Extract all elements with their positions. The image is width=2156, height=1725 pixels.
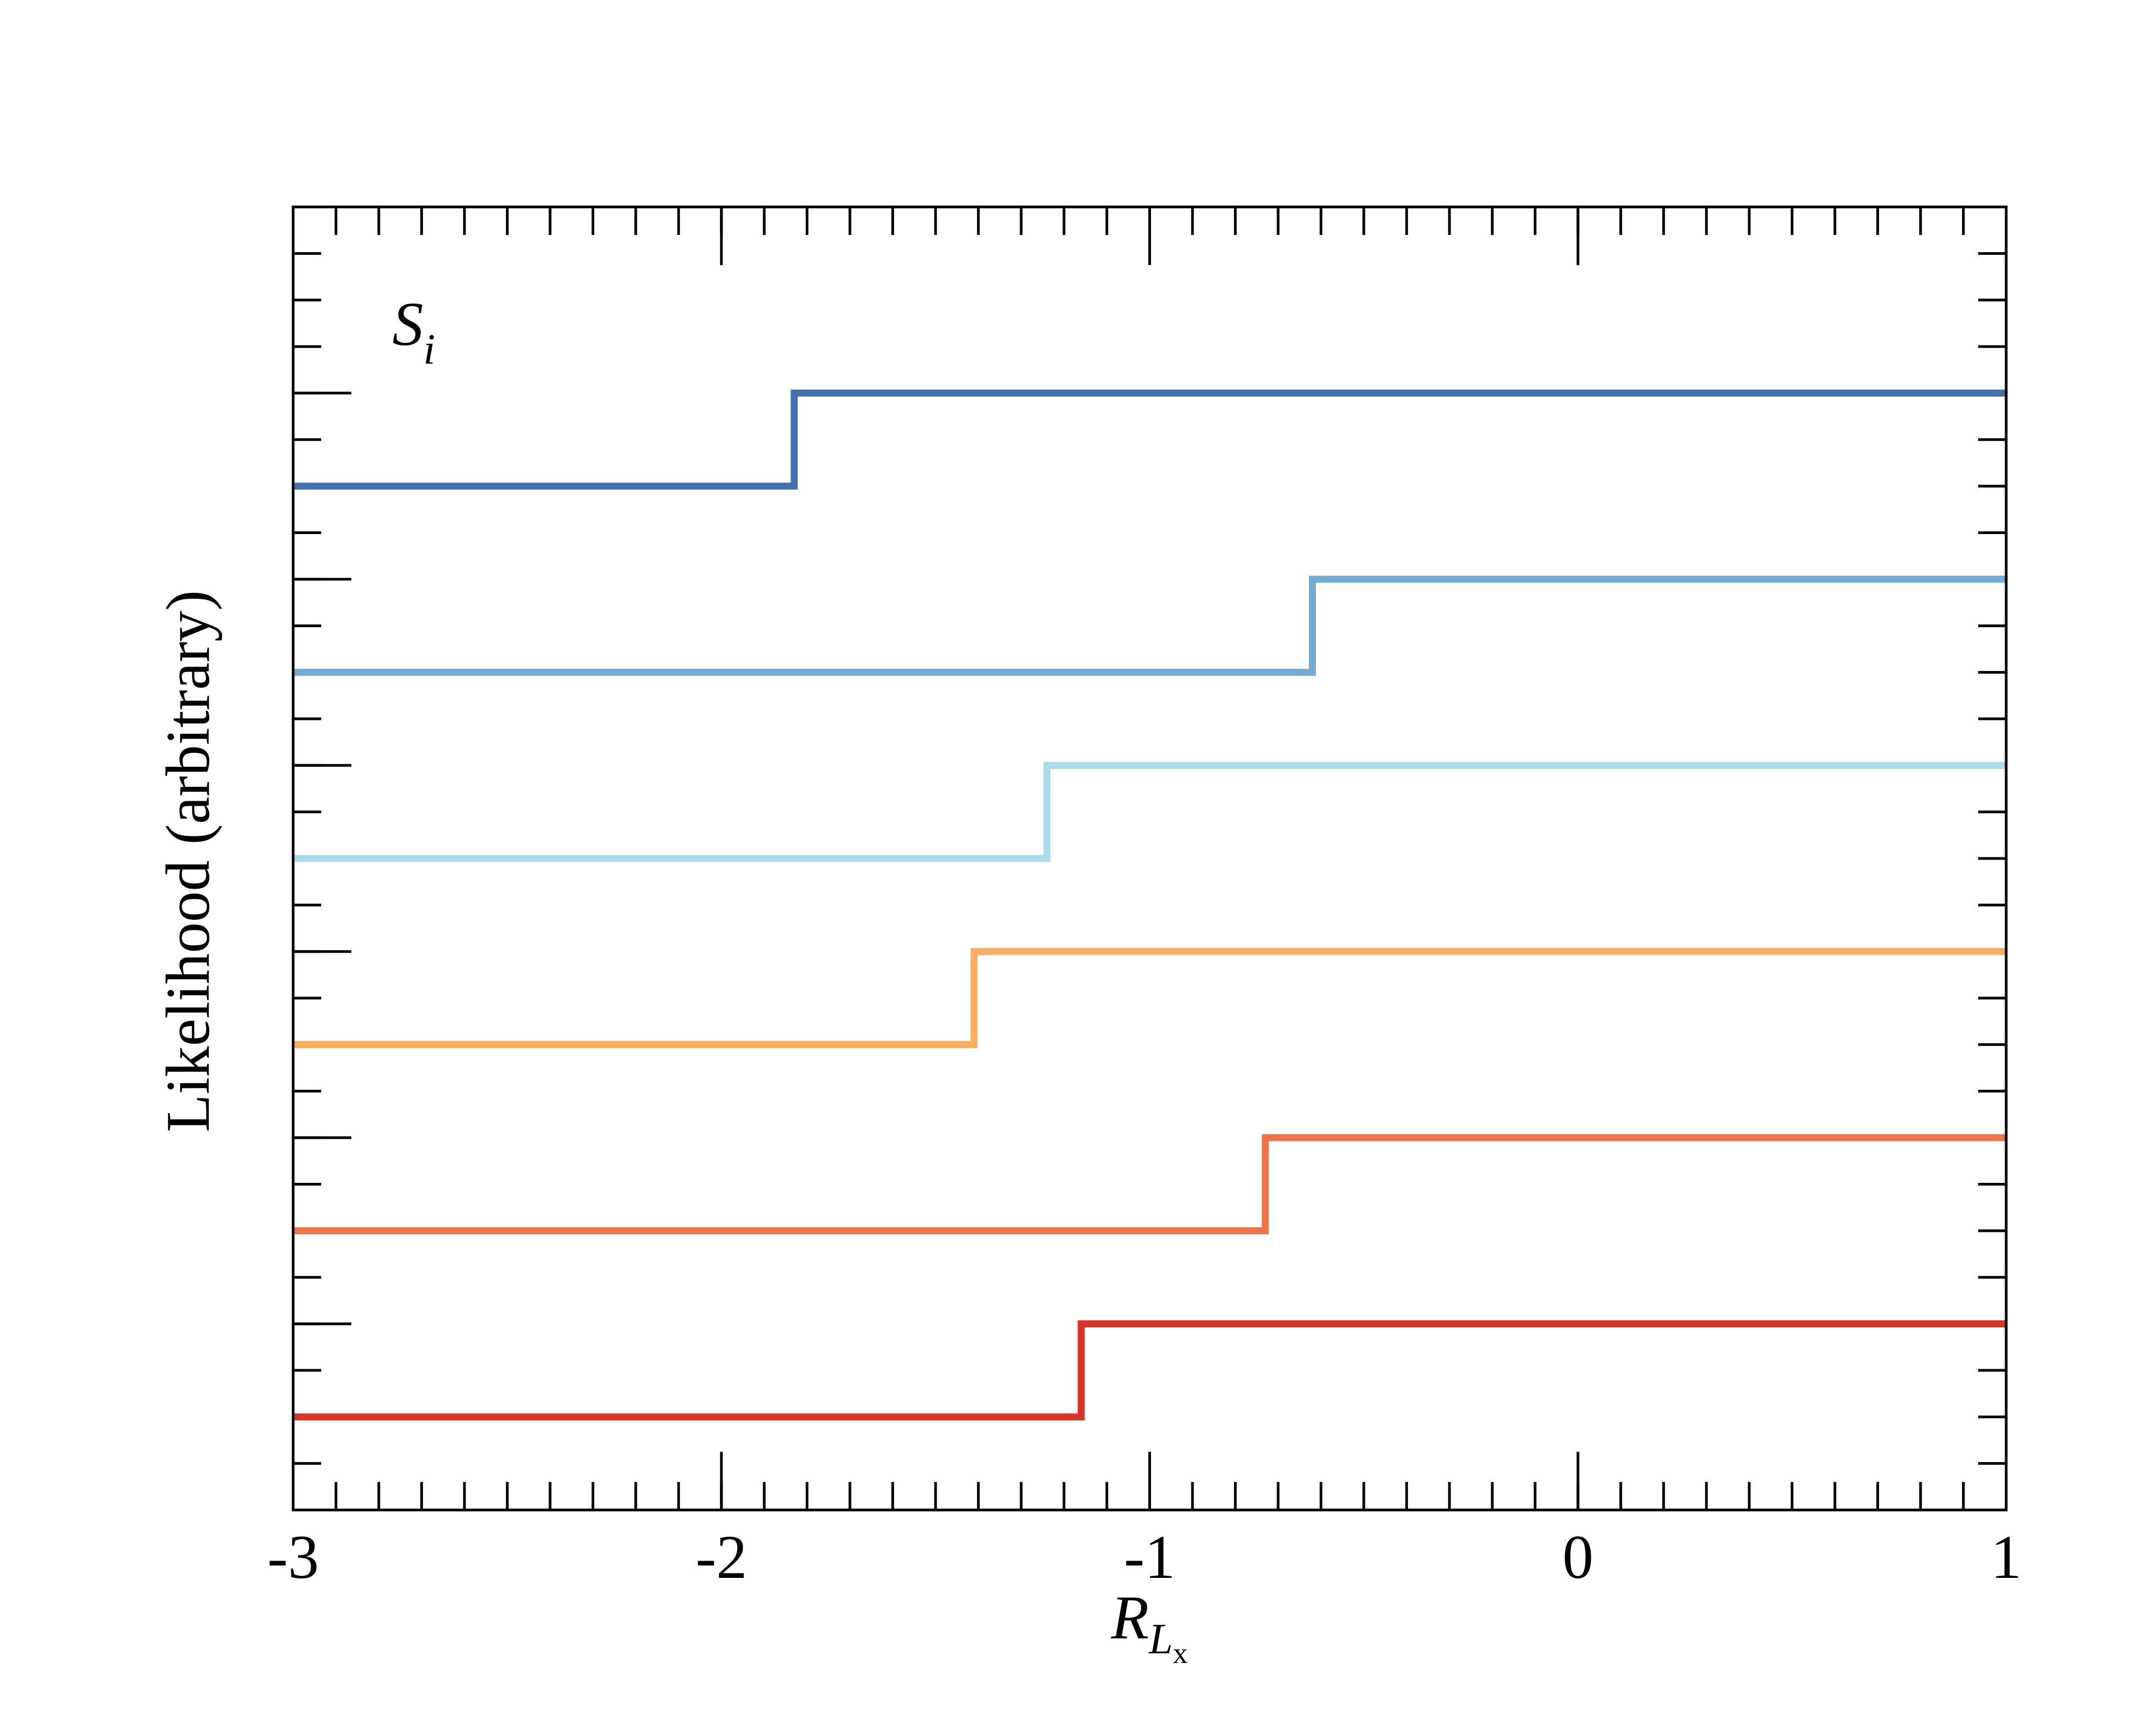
plot-frame [292,205,2008,1512]
step-line [293,576,2006,676]
step-line [293,948,2006,1048]
x-tick-label: 1 [1991,1523,2022,1591]
x-tick-label: 0 [1563,1523,1594,1591]
step-line [293,1320,2006,1421]
annotation-sub: i [424,326,435,373]
x-axis-label: RLx [1111,1583,1188,1669]
x-axis-label-main: R [1111,1583,1149,1652]
x-axis-label-sub: L [1148,1616,1173,1663]
annotation: Si [392,290,435,373]
x-axis-label-subsub: x [1173,1637,1188,1669]
y-axis-label: Likelihood (arbitrary) [154,590,222,1132]
annotation-main: S [392,290,424,358]
step-line [293,1134,2006,1235]
x-tick-label: -2 [696,1523,747,1591]
step-line [293,389,2006,490]
x-tick-label: -1 [1124,1523,1176,1591]
step-line [293,761,2006,862]
x-tick-label: -3 [267,1523,319,1591]
